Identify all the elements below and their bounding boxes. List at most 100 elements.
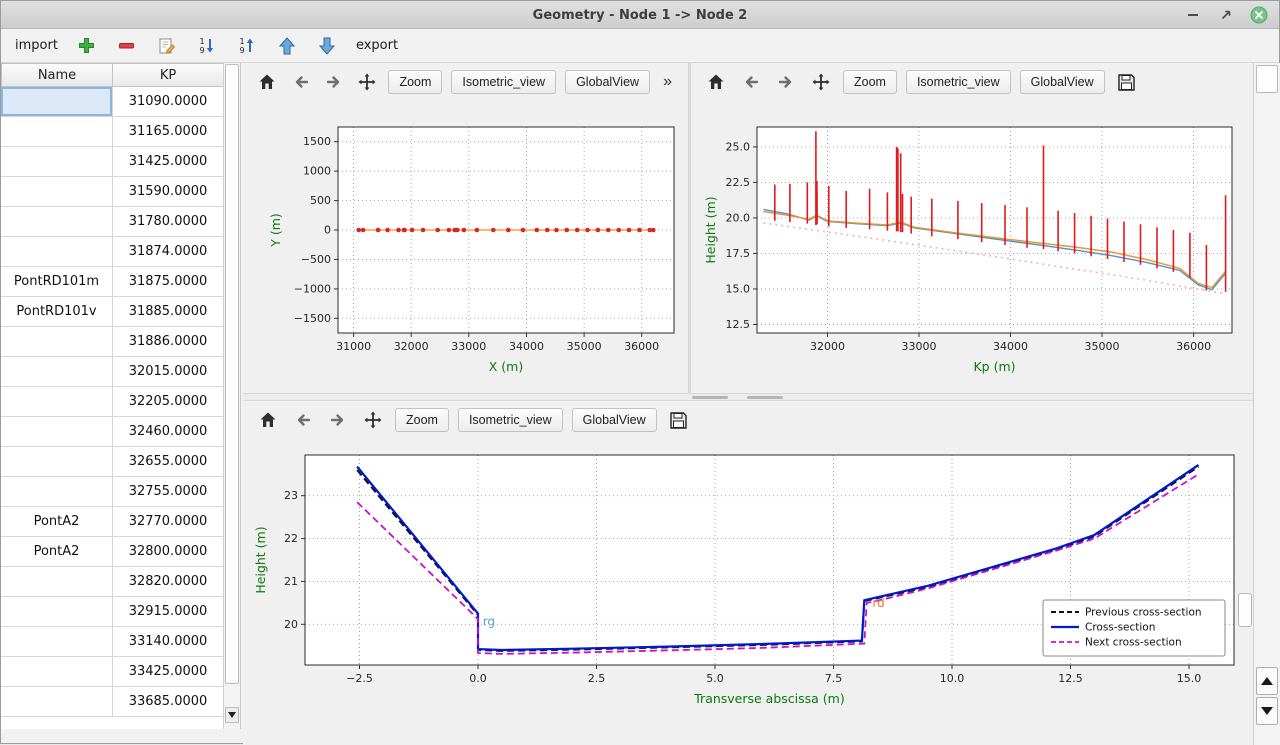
- isometric-view-button[interactable]: Isometric_view: [906, 70, 1011, 94]
- cross-section-canvas[interactable]: −2.50.02.55.07.510.012.515.020212223rgrd…: [243, 439, 1254, 735]
- table-scroll-down-button[interactable]: [225, 707, 239, 723]
- name-cell[interactable]: [1, 597, 113, 627]
- vertical-scrollbar[interactable]: [1253, 63, 1280, 745]
- name-cell[interactable]: [1, 387, 113, 417]
- table-row[interactable]: 32655.0000: [1, 447, 224, 477]
- kp-cell[interactable]: 33140.0000: [113, 627, 224, 657]
- kp-cell[interactable]: 32015.0000: [113, 357, 224, 387]
- kp-cell[interactable]: 32205.0000: [113, 387, 224, 417]
- scroll-up-button[interactable]: [1256, 667, 1278, 695]
- save-button[interactable]: [1114, 69, 1140, 95]
- name-cell[interactable]: [1, 657, 113, 687]
- profile-view-canvas[interactable]: 320003300034000350003600012.515.017.520.…: [691, 101, 1254, 391]
- move-down-button[interactable]: [316, 35, 338, 57]
- splitter-grip[interactable]: [747, 396, 783, 399]
- kp-cell[interactable]: 32770.0000: [113, 507, 224, 537]
- kp-cell[interactable]: 31780.0000: [113, 207, 224, 237]
- name-cell[interactable]: [1, 327, 113, 357]
- zoom-button[interactable]: Zoom: [388, 70, 442, 94]
- title-bar[interactable]: Geometry - Node 1 -> Node 2: [1, 1, 1279, 29]
- table-row[interactable]: PontRD101m31875.0000: [1, 267, 224, 297]
- table-row[interactable]: 31780.0000: [1, 207, 224, 237]
- global-view-button[interactable]: GlobalView: [565, 70, 650, 94]
- splitter-grip[interactable]: [692, 396, 728, 399]
- table-row[interactable]: PontA232770.0000: [1, 507, 224, 537]
- table-row[interactable]: 33425.0000: [1, 657, 224, 687]
- kp-cell[interactable]: 31885.0000: [113, 297, 224, 327]
- name-cell[interactable]: [1, 417, 113, 447]
- kp-cell[interactable]: 32820.0000: [113, 567, 224, 597]
- restore-button[interactable]: [1216, 5, 1236, 25]
- table-row[interactable]: PontA232800.0000: [1, 537, 224, 567]
- name-cell[interactable]: [1, 237, 113, 267]
- scrollbar-thumb[interactable]: [1256, 65, 1278, 93]
- table-row[interactable]: PontRD101v31885.0000: [1, 297, 224, 327]
- plan-view-canvas[interactable]: 310003200033000340003500036000−1500−1000…: [243, 101, 688, 391]
- horizontal-splitter[interactable]: [243, 393, 1254, 401]
- table-scrollbar[interactable]: [223, 63, 240, 729]
- isometric-view-button[interactable]: Isometric_view: [451, 70, 556, 94]
- table-row[interactable]: 31874.0000: [1, 237, 224, 267]
- forward-button[interactable]: [322, 69, 346, 95]
- close-button[interactable]: [1249, 5, 1269, 25]
- table-row[interactable]: 31165.0000: [1, 117, 224, 147]
- kp-cell[interactable]: 32755.0000: [113, 477, 224, 507]
- table-row[interactable]: 33140.0000: [1, 627, 224, 657]
- home-button[interactable]: [255, 407, 281, 433]
- kp-cell[interactable]: 32800.0000: [113, 537, 224, 567]
- move-up-button[interactable]: [276, 35, 298, 57]
- pan-button[interactable]: [355, 69, 379, 95]
- toolbar-overflow-button[interactable]: »: [659, 73, 676, 91]
- global-view-button[interactable]: GlobalView: [572, 408, 657, 432]
- kp-cell[interactable]: 32460.0000: [113, 417, 224, 447]
- name-cell[interactable]: PontA2: [1, 537, 113, 567]
- kp-cell[interactable]: 31886.0000: [113, 327, 224, 357]
- kp-cell[interactable]: 31874.0000: [113, 237, 224, 267]
- sort-descending-button[interactable]: 19: [196, 35, 218, 57]
- sort-ascending-button[interactable]: 19: [236, 35, 258, 57]
- name-cell[interactable]: [1, 87, 113, 117]
- zoom-button[interactable]: Zoom: [843, 70, 897, 94]
- kp-cell[interactable]: 32915.0000: [113, 597, 224, 627]
- add-cross-section-button[interactable]: [76, 35, 98, 57]
- table-row[interactable]: 32755.0000: [1, 477, 224, 507]
- bottom-panel-scrollbar-thumb[interactable]: [1238, 593, 1252, 627]
- forward-button[interactable]: [325, 407, 351, 433]
- pan-button[interactable]: [360, 407, 386, 433]
- kp-cell[interactable]: 33685.0000: [113, 687, 224, 717]
- name-cell[interactable]: [1, 207, 113, 237]
- zoom-button[interactable]: Zoom: [395, 408, 449, 432]
- table-row[interactable]: 31886.0000: [1, 327, 224, 357]
- kp-cell[interactable]: 31090.0000: [113, 87, 224, 117]
- scroll-down-button[interactable]: [1256, 697, 1278, 725]
- name-cell[interactable]: [1, 627, 113, 657]
- table-scrollbar-thumb[interactable]: [225, 64, 239, 684]
- save-button[interactable]: [666, 407, 692, 433]
- minimize-button[interactable]: [1183, 5, 1203, 25]
- kp-cell[interactable]: 31875.0000: [113, 267, 224, 297]
- kp-cell[interactable]: 31590.0000: [113, 177, 224, 207]
- isometric-view-button[interactable]: Isometric_view: [458, 408, 563, 432]
- name-cell[interactable]: [1, 117, 113, 147]
- pan-button[interactable]: [808, 69, 834, 95]
- column-header-name[interactable]: Name: [1, 63, 113, 87]
- name-cell[interactable]: PontRD101m: [1, 267, 113, 297]
- edit-button[interactable]: [156, 35, 178, 57]
- table-row[interactable]: 32015.0000: [1, 357, 224, 387]
- name-cell[interactable]: [1, 177, 113, 207]
- home-button[interactable]: [703, 69, 729, 95]
- global-view-button[interactable]: GlobalView: [1020, 70, 1105, 94]
- kp-cell[interactable]: 31425.0000: [113, 147, 224, 177]
- back-button[interactable]: [290, 407, 316, 433]
- name-cell[interactable]: PontA2: [1, 507, 113, 537]
- table-row[interactable]: 32460.0000: [1, 417, 224, 447]
- remove-cross-section-button[interactable]: [116, 35, 138, 57]
- column-header-kp[interactable]: KP: [113, 63, 224, 87]
- name-cell[interactable]: [1, 357, 113, 387]
- table-row[interactable]: 32205.0000: [1, 387, 224, 417]
- table-row[interactable]: 31590.0000: [1, 177, 224, 207]
- back-button[interactable]: [288, 69, 312, 95]
- kp-cell[interactable]: 32655.0000: [113, 447, 224, 477]
- name-cell[interactable]: [1, 567, 113, 597]
- home-button[interactable]: [255, 69, 279, 95]
